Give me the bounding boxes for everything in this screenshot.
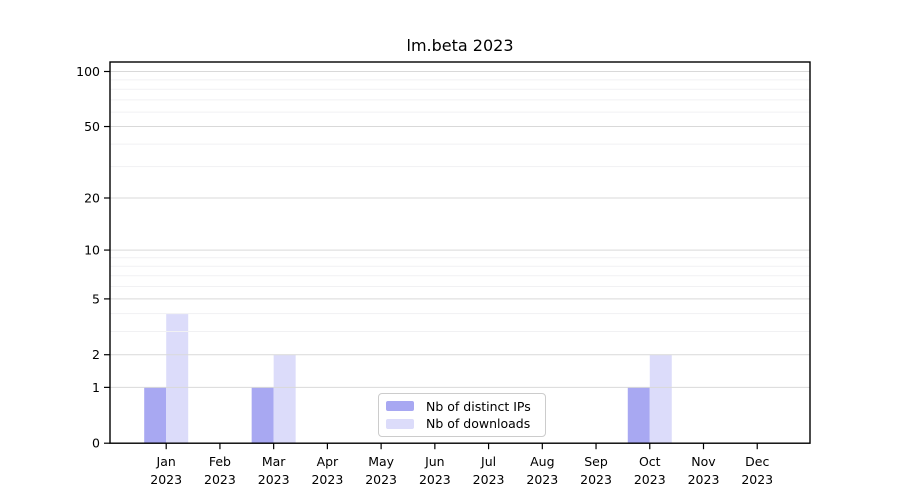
legend-label-distinct-ips: Nb of distinct IPs [426,398,531,414]
x-tick-label-month: Nov [691,454,716,469]
plot-border [109,61,811,444]
x-tick-label-year: 2023 [688,472,720,487]
bar-distinct-ips [627,387,650,444]
x-tick-label-year: 2023 [580,472,612,487]
legend-row: Nb of distinct IPs [386,399,537,414]
bar-downloads [166,313,189,444]
legend-label-downloads: Nb of downloads [426,416,531,432]
y-tick-label: 1 [92,380,100,395]
x-tick-label-year: 2023 [741,472,773,487]
legend-swatch-distinct-ips [386,401,414,412]
x-tick-label-year: 2023 [150,472,182,487]
x-tick-label-year: 2023 [365,472,397,487]
x-tick-label-year: 2023 [473,472,505,487]
legend: Nb of distinct IPs Nb of downloads [378,393,546,437]
x-tick-label-month: Apr [317,454,339,469]
x-tick-label-month: Oct [639,454,661,469]
y-tick-label: 10 [84,243,100,258]
bar-downloads [649,354,672,444]
y-tick-label: 100 [76,64,100,79]
x-tick-label-year: 2023 [526,472,558,487]
y-tick-label: 5 [92,291,100,306]
x-tick-label-month: Jan [156,454,176,469]
x-tick-label-year: 2023 [258,472,290,487]
bar-distinct-ips [144,387,167,444]
x-tick-label-month: Dec [745,454,769,469]
x-tick-label-month: Aug [530,454,554,469]
x-tick-label-month: Jul [480,454,496,469]
x-tick-label-month: Mar [262,454,286,469]
y-tick-label: 0 [92,436,100,451]
x-tick-label-year: 2023 [204,472,236,487]
legend-swatch-downloads [386,418,414,429]
x-tick-label-month: Sep [584,454,608,469]
chart-title: lm.beta 2023 [406,36,514,55]
bar-distinct-ips [251,387,274,444]
x-tick-label-month: Feb [209,454,231,469]
y-tick-label: 20 [84,190,100,205]
x-tick-label-year: 2023 [311,472,343,487]
x-tick-label-month: Jun [424,454,445,469]
legend-row: Nb of downloads [386,416,537,431]
x-tick-label-year: 2023 [634,472,666,487]
y-tick-label: 2 [92,347,100,362]
y-tick-label: 50 [84,119,100,134]
x-tick-label-year: 2023 [419,472,451,487]
x-tick-label-month: May [368,454,394,469]
bar-downloads [273,354,296,444]
